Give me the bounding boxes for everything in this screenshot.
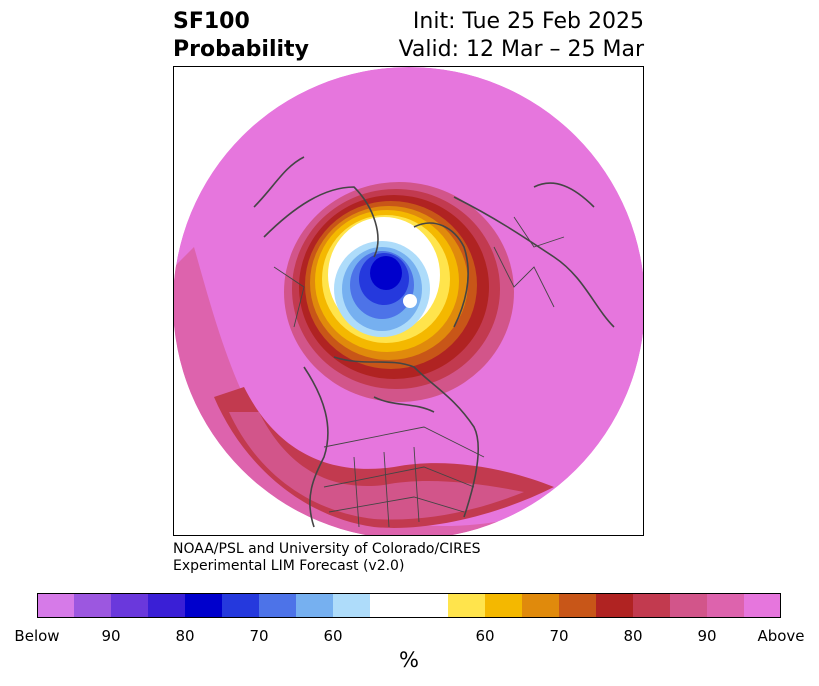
- map-title: SF100 Probability: [173, 8, 309, 64]
- colorbar-tick-label: 80: [623, 627, 643, 645]
- colorbar-segment: [259, 593, 296, 618]
- field-core-5: [370, 256, 402, 290]
- coast-siberia: [533, 182, 595, 208]
- colorbar-segment: [370, 593, 448, 618]
- coast-arctic-archipelago: [373, 396, 435, 413]
- init-date: Init: Tue 25 Feb 2025: [412, 9, 644, 34]
- forecast-dates: Init: Tue 25 Feb 2025 Valid: 12 Mar – 25…: [399, 8, 644, 64]
- border-states-col-3: [413, 446, 420, 523]
- map-panel: [173, 66, 644, 536]
- colorbar: [37, 593, 781, 618]
- coast-north-america-west: [303, 366, 329, 528]
- credit-line-2: Experimental LIM Forecast (v2.0): [173, 558, 405, 574]
- colorbar-tick-label: Above: [757, 627, 805, 645]
- colorbar-tick-label: 60: [323, 627, 343, 645]
- probability-field: [174, 67, 643, 535]
- border-europe: [493, 246, 555, 308]
- pole-marker: [403, 294, 417, 308]
- colorbar-tick-label: 70: [249, 627, 269, 645]
- coast-eurasia-west: [263, 186, 379, 258]
- colorbar-segment: [333, 593, 370, 618]
- colorbar-tick-label: 80: [175, 627, 195, 645]
- colorbar-unit-label: %: [399, 648, 419, 672]
- border-asia: [273, 266, 305, 328]
- colorbar-segment: [670, 593, 707, 618]
- coast-africa-north: [253, 156, 305, 208]
- colorbar-tick-label: Below: [14, 627, 60, 645]
- colorbar-segment: [37, 593, 74, 618]
- colorbar-segment: [185, 593, 222, 618]
- colorbar-segment: [296, 593, 333, 618]
- colorbar-segment: [111, 593, 148, 618]
- colorbar-segment: [148, 593, 185, 618]
- title-line-1: SF100: [173, 9, 250, 34]
- title-line-2: Probability: [173, 37, 309, 62]
- colorbar-segment: [633, 593, 670, 618]
- colorbar-segment: [559, 593, 596, 618]
- credit-line-1: NOAA/PSL and University of Colorado/CIRE…: [173, 541, 481, 557]
- borders: [273, 216, 565, 528]
- colorbar-segment: [74, 593, 111, 618]
- field-band-pink: [229, 412, 524, 520]
- colorbar-segment: [744, 593, 781, 618]
- border-states-row-1: [323, 466, 475, 488]
- coast-greenland: [413, 222, 469, 328]
- colorbar-border: [37, 593, 781, 618]
- border-states-col-1: [353, 456, 360, 528]
- border-us-canada: [323, 426, 485, 458]
- coastlines: [253, 156, 615, 528]
- colorbar-segment: [485, 593, 522, 618]
- colorbar-segment: [596, 593, 633, 618]
- border-states-col-2: [383, 451, 390, 528]
- credit-text: NOAA/PSL and University of Colorado/CIRE…: [173, 541, 481, 575]
- border-russia: [513, 216, 565, 248]
- colorbar-segment: [222, 593, 259, 618]
- polar-map: [174, 67, 643, 535]
- colorbar-segment: [448, 593, 485, 618]
- colorbar-segment: [522, 593, 559, 618]
- valid-dates: Valid: 12 Mar – 25 Mar: [398, 37, 644, 62]
- colorbar-tick-label: 70: [549, 627, 569, 645]
- colorbar-tick-label: 90: [101, 627, 121, 645]
- colorbar-tick-label: 60: [475, 627, 495, 645]
- coast-north-america-north: [333, 356, 479, 518]
- colorbar-tick-label: 90: [697, 627, 717, 645]
- colorbar-segment: [707, 593, 744, 618]
- coast-eurasia-north: [453, 196, 615, 328]
